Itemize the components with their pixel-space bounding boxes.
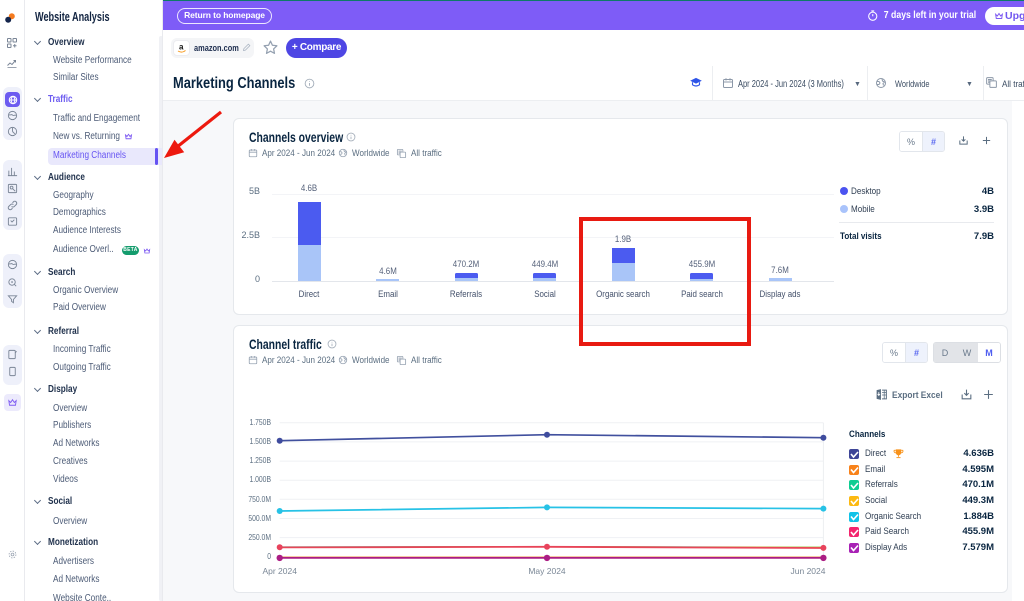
svg-text:a: a: [179, 43, 184, 52]
